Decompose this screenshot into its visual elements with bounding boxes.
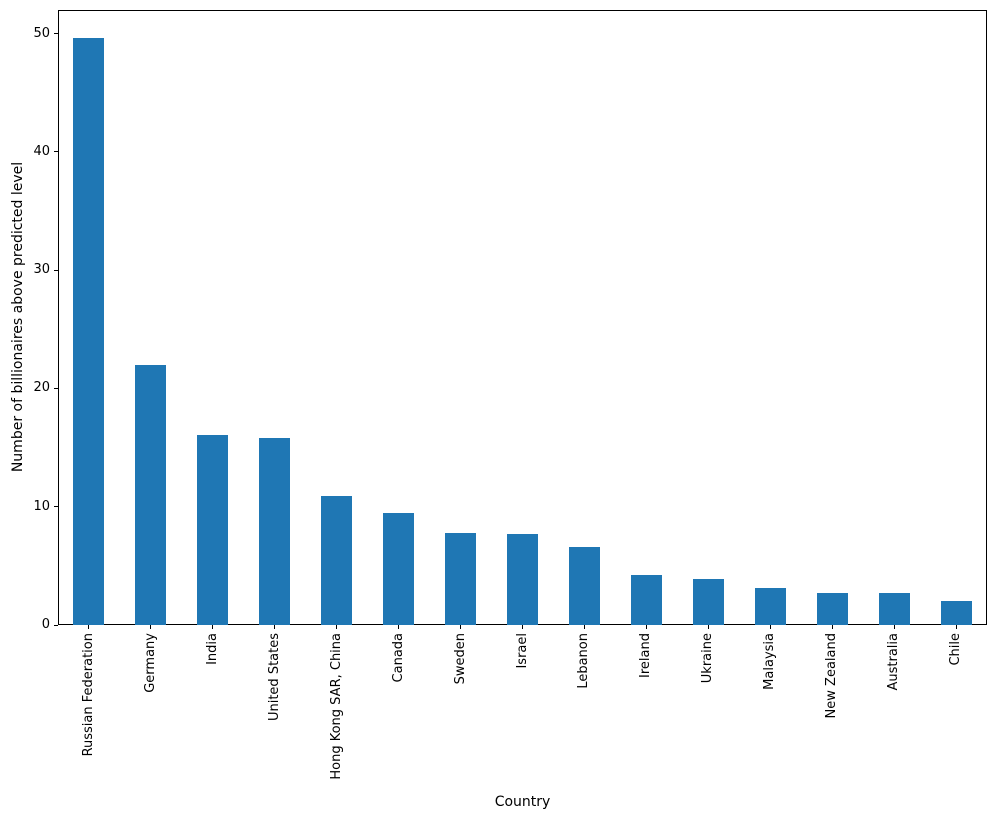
y-tick-mark — [54, 624, 58, 626]
x-tick-label: Ukraine — [700, 633, 716, 684]
x-tick-label: Russian Federation — [80, 633, 96, 757]
bar — [754, 588, 786, 625]
x-tick-mark — [398, 625, 400, 629]
bars — [58, 10, 987, 625]
y-tick-mark — [54, 387, 58, 389]
x-tick-mark — [645, 625, 647, 629]
x-tick-mark — [769, 625, 771, 629]
x-tick-label: Malaysia — [762, 633, 778, 690]
y-tick-label: 30 — [33, 262, 50, 278]
bar — [383, 512, 415, 625]
bar — [321, 496, 353, 625]
y-tick-label: 10 — [33, 498, 50, 514]
y-axis-label: Number of billionaires above predicted l… — [10, 161, 26, 473]
y-tick-label: 0 — [41, 617, 50, 632]
bar — [135, 364, 167, 625]
y-tick-mark — [54, 151, 58, 153]
y-tick-label: 20 — [33, 380, 50, 396]
x-tick-mark — [583, 625, 585, 629]
x-tick-mark — [150, 625, 152, 629]
bar — [878, 593, 910, 625]
x-tick-label: Australia — [886, 633, 902, 691]
bar — [692, 578, 724, 625]
x-tick-mark — [522, 625, 523, 629]
x-tick-label: Hong Kong SAR, China — [328, 633, 344, 780]
bar — [630, 575, 662, 625]
x-tick-mark — [955, 625, 957, 629]
x-tick-label: Ireland — [638, 633, 654, 678]
x-tick-mark — [88, 625, 90, 629]
x-tick-label: Lebanon — [576, 633, 592, 689]
x-tick-mark — [274, 625, 276, 629]
y-tick-mark — [54, 33, 58, 35]
x-tick-label: Sweden — [452, 633, 468, 685]
x-tick-label: Israel — [514, 633, 530, 669]
bar — [940, 601, 972, 625]
bar — [197, 434, 229, 625]
x-tick-label: United States — [266, 633, 282, 722]
y-tick-label: 50 — [33, 25, 50, 41]
bar — [816, 593, 848, 625]
y-tick-label: 40 — [33, 143, 50, 159]
x-tick-label: New Zealand — [824, 633, 840, 719]
bar — [445, 532, 477, 625]
x-tick-mark — [893, 625, 895, 629]
x-tick-mark — [212, 625, 214, 629]
x-tick-label: Chile — [948, 633, 964, 666]
x-tick-label: Germany — [142, 633, 158, 693]
x-tick-mark — [831, 625, 833, 629]
x-tick-mark — [707, 625, 709, 629]
bar — [568, 546, 600, 625]
x-tick-label: India — [204, 633, 220, 665]
x-tick-label: Canada — [390, 633, 406, 683]
x-tick-mark — [336, 625, 338, 629]
bar — [259, 438, 291, 625]
y-tick-mark — [54, 506, 58, 508]
bar — [73, 38, 105, 625]
bar — [507, 533, 538, 625]
y-tick-mark — [54, 269, 58, 271]
x-tick-mark — [460, 625, 462, 629]
x-axis-label: Country — [494, 794, 551, 810]
